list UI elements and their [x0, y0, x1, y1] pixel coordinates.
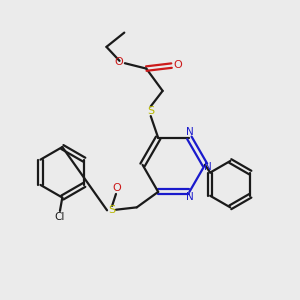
Text: O: O [115, 57, 123, 67]
Text: O: O [112, 183, 121, 193]
Text: N: N [204, 162, 212, 172]
Text: N: N [185, 128, 193, 137]
Text: S: S [147, 106, 154, 116]
Text: S: S [108, 205, 115, 215]
Text: N: N [185, 192, 193, 202]
Text: Cl: Cl [55, 212, 65, 222]
Text: O: O [173, 60, 182, 70]
